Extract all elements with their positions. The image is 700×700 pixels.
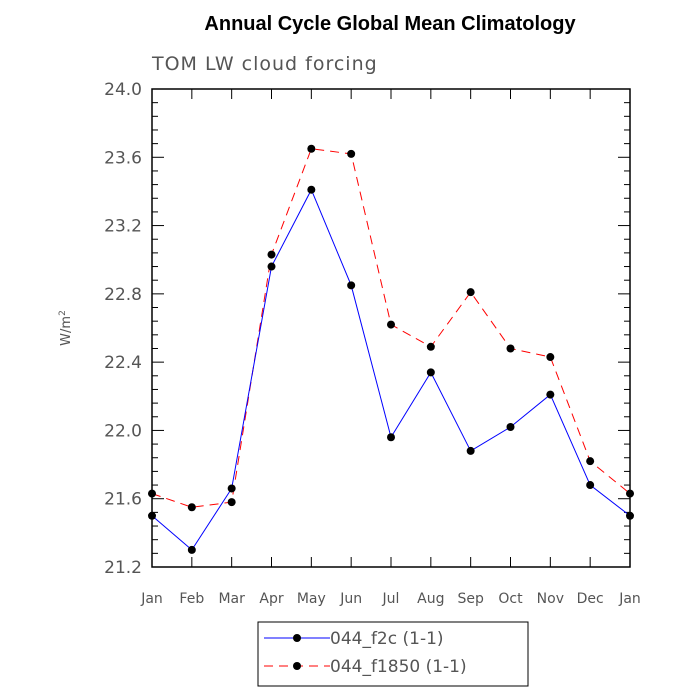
y-tick-label: 22.0 [104,421,142,441]
x-tick-label: Oct [498,591,523,607]
x-tick-label: Jul [382,591,400,607]
series-1-point [426,342,435,351]
y-tick-label: 22.4 [104,353,142,373]
x-tick-label: Aug [417,591,444,607]
series-line-0 [151,188,631,551]
y-tick-label: 23.6 [104,148,142,168]
y-tick-label: 22.8 [104,285,142,305]
series-0-point [187,545,196,554]
x-tick-label: Jan [140,591,163,607]
series-1-point [586,457,595,466]
series-0-point [347,281,356,290]
series-1-point [466,288,475,297]
series-1-point [546,353,555,362]
series-0-point [506,423,515,432]
series-0-point [307,185,316,194]
x-tick-label: Mar [218,591,245,607]
legend-label-f1850: 044_f1850 (1-1) [330,657,467,677]
legend-marker-f2c [293,634,301,642]
series-1-point [506,344,515,353]
y-axis-label: W/m2 [58,310,74,346]
y-tick-label: 24.0 [104,80,142,100]
series-0-point [546,390,555,399]
y-tick-label: 21.2 [104,558,142,578]
legend: 044_f2c (1-1) 044_f1850 (1-1) [257,621,529,687]
series-1-point [227,498,236,507]
series-1-point [307,144,316,153]
x-tick-label: Jan [618,591,641,607]
series-0-point [267,262,276,271]
x-tick-label: Sep [457,591,484,607]
series-1-point [187,503,196,512]
x-tick-label: Feb [179,591,204,607]
series-0-point [426,368,435,377]
x-tick-label: May [297,591,326,607]
series-1-point [387,320,395,329]
series-1-point [347,149,356,158]
y-tick-label: 23.2 [104,217,142,237]
legend-label-f2c: 044_f2c (1-1) [330,629,444,649]
chart-title: Annual Cycle Global Mean Climatology [204,13,576,35]
x-tick-label: Nov [537,591,564,607]
series-0-point [387,433,395,442]
legend-box [257,621,529,687]
x-tick-label: Jun [339,591,362,607]
series-0-point [227,484,236,493]
series-0-point [466,446,475,455]
y-tick-label: 21.6 [104,490,142,510]
x-tick-label: Apr [259,591,283,607]
series-1-point [267,250,276,259]
x-tick-label: Dec [577,591,604,607]
legend-marker-f1850 [293,662,301,670]
plot-frame [151,88,631,568]
chart-subtitle: TOM LW cloud forcing [151,53,378,75]
series-0-point [586,481,595,490]
